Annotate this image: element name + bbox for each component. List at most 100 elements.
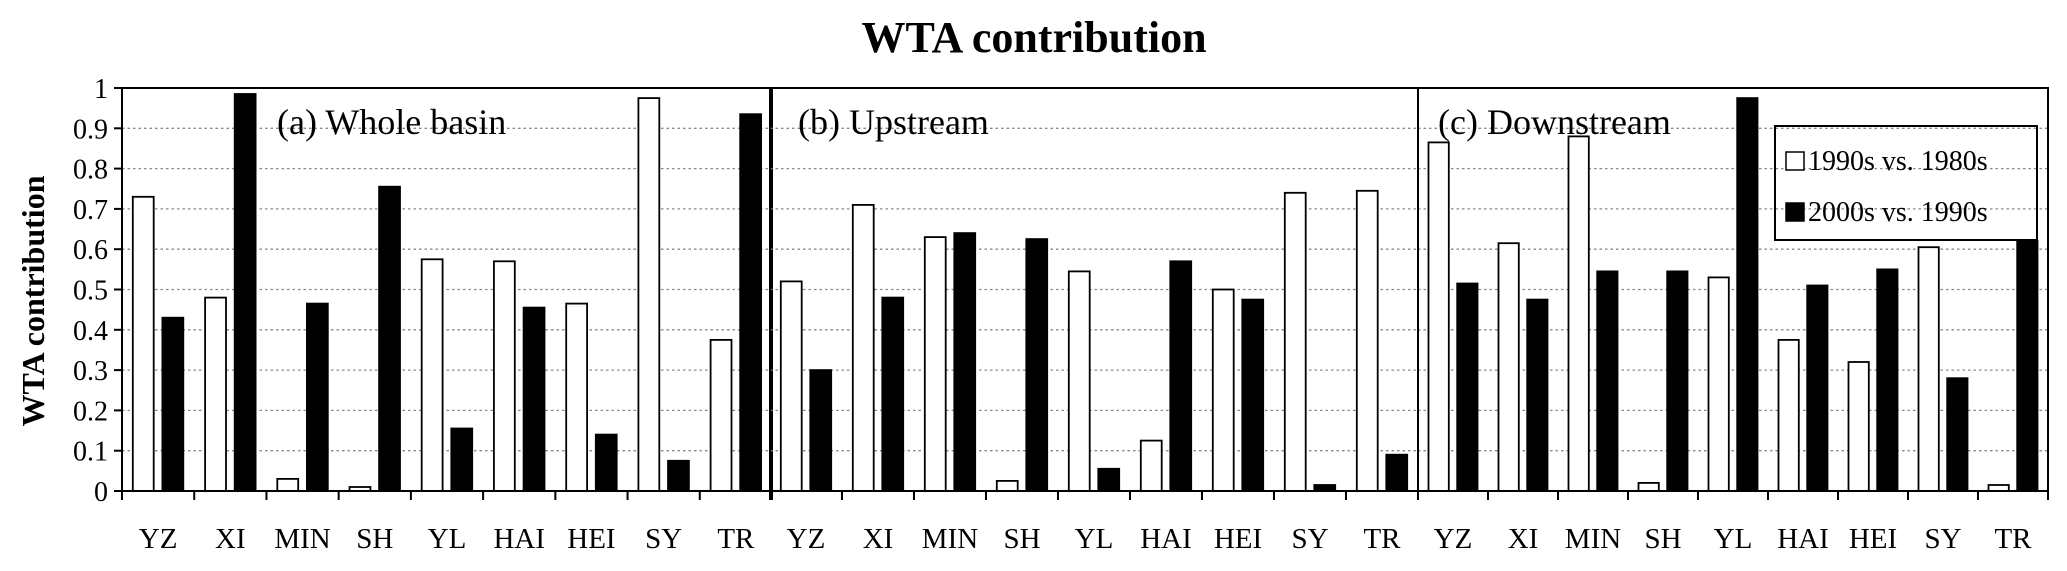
x-label-tr: TR: [1994, 523, 2032, 555]
bar-sh-1990s-vs-1980s: [995, 479, 1019, 492]
y-tick-label: 0: [94, 477, 108, 508]
bar-xi-1990s-vs-1980s: [851, 203, 875, 492]
bar-sh-1990s-vs-1980s: [1637, 481, 1660, 492]
x-label-min: MIN: [922, 523, 978, 555]
y-axis-label: WTA contribution: [15, 175, 51, 426]
x-ticks: [1417, 491, 2049, 500]
bar-min-1990s-vs-1980s: [1567, 135, 1590, 492]
bar-tr-2000s-vs-1990s: [1385, 453, 1409, 492]
x-label-hei: HEI: [1214, 523, 1262, 555]
x-label-hai: HAI: [493, 523, 545, 555]
bar-sh-2000s-vs-1990s: [1025, 238, 1049, 492]
bar-hai-2000s-vs-1990s: [1806, 284, 1829, 492]
bar-tr-1990s-vs-1980s: [1355, 189, 1379, 492]
bar-hai-1990s-vs-1980s: [1777, 338, 1800, 492]
y-tick-label: 0.1: [73, 437, 108, 468]
bar-hei-2000s-vs-1990s: [1241, 298, 1265, 492]
bar-sy-1990s-vs-1980s: [1917, 246, 1940, 492]
x-label-xi: XI: [1508, 523, 1539, 555]
y-tick-label: 0.9: [73, 114, 108, 145]
bars: [1427, 97, 2039, 492]
y-tick-label: 1: [94, 74, 108, 105]
bar-sy-1990s-vs-1980s: [637, 97, 661, 492]
y-tick-label: 0.6: [73, 235, 108, 266]
panel-downstream: YZ XI MIN SH YL HAI HEI SY TR (c) Downstream: [1417, 87, 2049, 555]
x-label-xi: XI: [863, 523, 894, 555]
x-label-yz: YZ: [1434, 523, 1473, 555]
y-tick-label: 0.4: [73, 316, 108, 347]
bar-yz-2000s-vs-1990s: [809, 369, 833, 492]
bar-yl-2000s-vs-1990s: [450, 427, 474, 492]
x-label-hei: HEI: [1849, 523, 1897, 555]
x-label-yl: YL: [1714, 523, 1753, 555]
y-tick-labels: 0 0.1 0.2 0.3 0.4 0.5 0.6 0.7 0.8 0.9 1: [73, 74, 122, 508]
bar-hei-2000s-vs-1990s: [594, 433, 618, 492]
bar-tr-2000s-vs-1990s: [739, 113, 763, 492]
bar-yl-2000s-vs-1990s: [1097, 467, 1121, 492]
bar-min-2000s-vs-1990s: [305, 302, 329, 492]
bar-hai-2000s-vs-1990s: [1169, 260, 1193, 492]
x-label-tr: TR: [717, 523, 755, 555]
bar-yl-1990s-vs-1980s: [1707, 276, 1730, 492]
bar-sy-1990s-vs-1980s: [1283, 191, 1307, 492]
x-label-xi: XI: [215, 523, 246, 555]
y-tick-label: 0.3: [73, 356, 108, 387]
bar-yz-1990s-vs-1980s: [779, 280, 803, 492]
bar-yl-1990s-vs-1980s: [1067, 270, 1091, 492]
x-label-sh: SH: [1003, 523, 1040, 555]
panel-whole-basin: YZ XI MIN SH YL HAI HEI SY TR 0 0.1 0.2 0.3 0.4 0.5 0.6…: [73, 74, 773, 555]
x-label-yz: YZ: [139, 523, 178, 555]
bar-sy-2000s-vs-1990s: [1946, 377, 1969, 492]
bar-hai-1990s-vs-1980s: [1139, 439, 1163, 492]
panel-upstream: YZ XI MIN SH YL HAI HEI SY TR (b) Upstream: [769, 87, 1419, 555]
legend-box: [1774, 125, 2038, 241]
legend: 1990s vs. 1980s 2000s vs. 1990s: [1774, 125, 2038, 241]
legend-swatch-1990s-vs-1980s: [1785, 151, 1805, 171]
bar-yz-1990s-vs-1980s: [1427, 141, 1450, 492]
panel-title-downstream: (c) Downstream: [1438, 102, 1671, 142]
x-label-hai: HAI: [1140, 523, 1192, 555]
bars: [131, 93, 763, 492]
y-tick-label: 0.7: [73, 195, 108, 226]
x-label-hai: HAI: [1777, 523, 1829, 555]
bar-yz-2000s-vs-1990s: [1456, 282, 1479, 492]
x-label-hei: HEI: [567, 523, 615, 555]
bar-xi-1990s-vs-1980s: [1497, 242, 1520, 492]
x-label-min: MIN: [274, 523, 330, 555]
bar-xi-1990s-vs-1980s: [204, 296, 227, 492]
y-tick-label: 0.8: [73, 155, 108, 186]
legend-label-1990s-vs-1980s: 1990s vs. 1980s: [1808, 146, 1988, 177]
bar-yz-1990s-vs-1980s: [131, 195, 155, 492]
plot-frame: [1417, 87, 2049, 492]
y-tick-label: 0.5: [73, 276, 108, 307]
x-ticks: [769, 491, 1419, 500]
figure-title: WTA contribution: [861, 13, 1206, 62]
bar-min-1990s-vs-1980s: [923, 236, 947, 492]
legend-swatch-2000s-vs-1990s: [1785, 202, 1805, 222]
bar-hei-2000s-vs-1990s: [1876, 268, 1899, 492]
bar-hei-1990s-vs-1980s: [1847, 361, 1870, 492]
bar-min-2000s-vs-1990s: [1596, 270, 1619, 492]
bar-xi-2000s-vs-1990s: [233, 93, 257, 492]
bar-sh-2000s-vs-1990s: [1666, 270, 1689, 492]
x-label-tr: TR: [1363, 523, 1401, 555]
legend-label-2000s-vs-1990s: 2000s vs. 1990s: [1808, 197, 1988, 228]
bar-hei-1990s-vs-1980s: [565, 302, 589, 492]
x-label-sh: SH: [1644, 523, 1681, 555]
panel-title-whole-basin: (a) Whole basin: [277, 102, 506, 142]
bar-min-1990s-vs-1980s: [276, 477, 300, 492]
bars: [779, 189, 1409, 492]
bar-sh-2000s-vs-1990s: [378, 185, 401, 492]
x-label-sy: SY: [1291, 523, 1328, 555]
bar-yz-2000s-vs-1990s: [161, 316, 185, 492]
panel-title-upstream: (b) Upstream: [798, 102, 989, 142]
x-label-min: MIN: [1565, 523, 1621, 555]
bar-xi-2000s-vs-1990s: [1526, 298, 1549, 492]
bar-hei-1990s-vs-1980s: [1211, 288, 1235, 492]
x-ticks: [121, 491, 773, 500]
x-label-yl: YL: [1075, 523, 1114, 555]
bar-min-2000s-vs-1990s: [953, 232, 977, 492]
x-label-sh: SH: [356, 523, 393, 555]
x-label-yl: YL: [428, 523, 467, 555]
bar-hai-1990s-vs-1980s: [492, 260, 516, 492]
